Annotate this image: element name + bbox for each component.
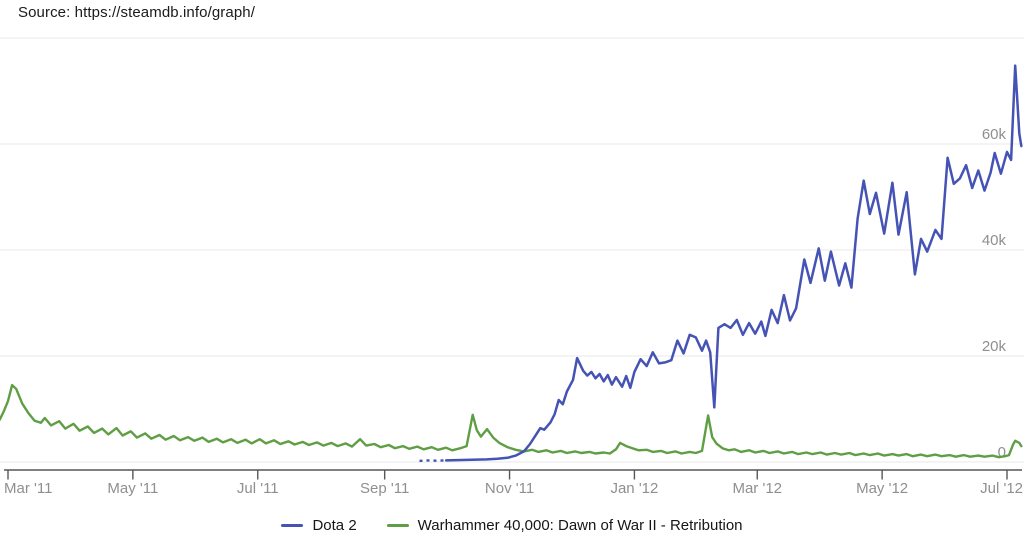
players-line-chart: 60k 40k 20k 0 Mar '11 May '11 Jul '11 Sep '11 N… [0,37,1024,497]
x-tick-label: Jul '11 [237,480,279,497]
dota2-line-swatch [281,523,304,527]
legend-item-dota2[interactable]: Dota 2 [281,516,357,534]
x-tick-label: May '12 [856,480,908,497]
dota2-line-dashed[interactable] [419,459,447,463]
warhammer-line[interactable] [0,383,1023,459]
x-axis: Mar '11 May '11 Jul '11 Sep '11 Nov '11 Jan '… [4,469,1023,497]
x-tick-label: May '11 [107,480,158,497]
source-caption: Source: https://steamdb.info/graph/ [18,4,255,21]
chart-series [0,64,1023,463]
x-tick-label: Sep '11 [360,480,409,497]
x-tick-label: Jan '12 [610,480,658,497]
warhammer-line-swatch [386,523,409,527]
chart-legend: Dota 2 Warhammer 40,000: Dawn of War II … [0,512,1024,538]
legend-label-warhammer: Warhammer 40,000: Dawn of War II - Retri… [417,516,743,534]
y-axis-labels: 60k 40k 20k 0 [982,126,1007,461]
y-tick-label: 60k [982,126,1007,143]
x-tick-label: Nov '11 [485,480,534,497]
y-tick-label: 40k [982,232,1007,249]
y-tick-label: 20k [982,338,1007,355]
x-tick-label: Mar '11 [4,480,52,497]
legend-label-dota2: Dota 2 [312,516,357,534]
y-tick-label: 0 [998,444,1006,461]
x-tick-label: Mar '12 [732,480,782,497]
dota2-line[interactable] [444,64,1023,462]
gridlines [0,37,1024,463]
legend-item-warhammer[interactable]: Warhammer 40,000: Dawn of War II - Retri… [386,516,743,534]
x-tick-label: Jul '12 [980,480,1023,497]
